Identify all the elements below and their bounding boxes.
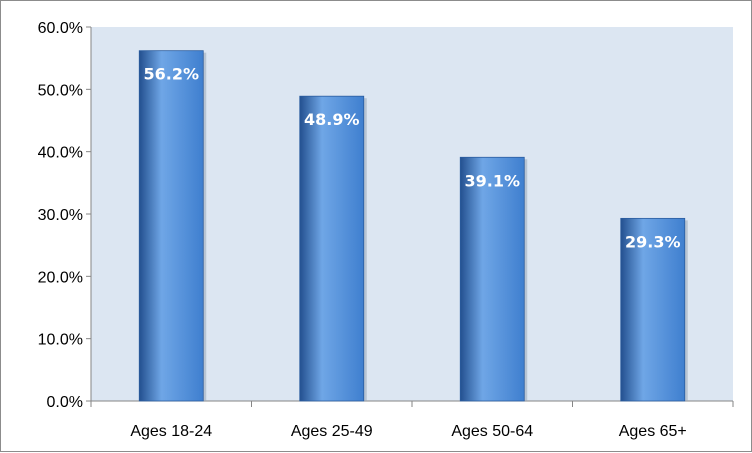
y-tick-label: 40.0%	[38, 145, 83, 162]
x-tick-label: Ages 65+	[619, 423, 687, 440]
data-label: 29.3%	[625, 232, 681, 251]
x-tick-label: Ages 50-64	[451, 423, 533, 440]
y-tick-label: 20.0%	[38, 269, 83, 286]
bar	[138, 50, 204, 402]
y-tick-label: 60.0%	[38, 20, 83, 37]
bar	[299, 95, 365, 402]
y-tick-label: 50.0%	[38, 82, 83, 99]
data-label: 48.9%	[304, 110, 360, 129]
bar	[620, 217, 686, 402]
x-tick-label: Ages 25-49	[291, 423, 373, 440]
bar	[459, 156, 525, 402]
y-tick-label: 10.0%	[38, 332, 83, 349]
y-tick-label: 30.0%	[38, 207, 83, 224]
data-label: 39.1%	[464, 171, 520, 190]
x-tick-label: Ages 18-24	[130, 423, 212, 440]
y-tick-label: 0.0%	[47, 394, 83, 411]
data-label: 56.2%	[143, 65, 199, 84]
